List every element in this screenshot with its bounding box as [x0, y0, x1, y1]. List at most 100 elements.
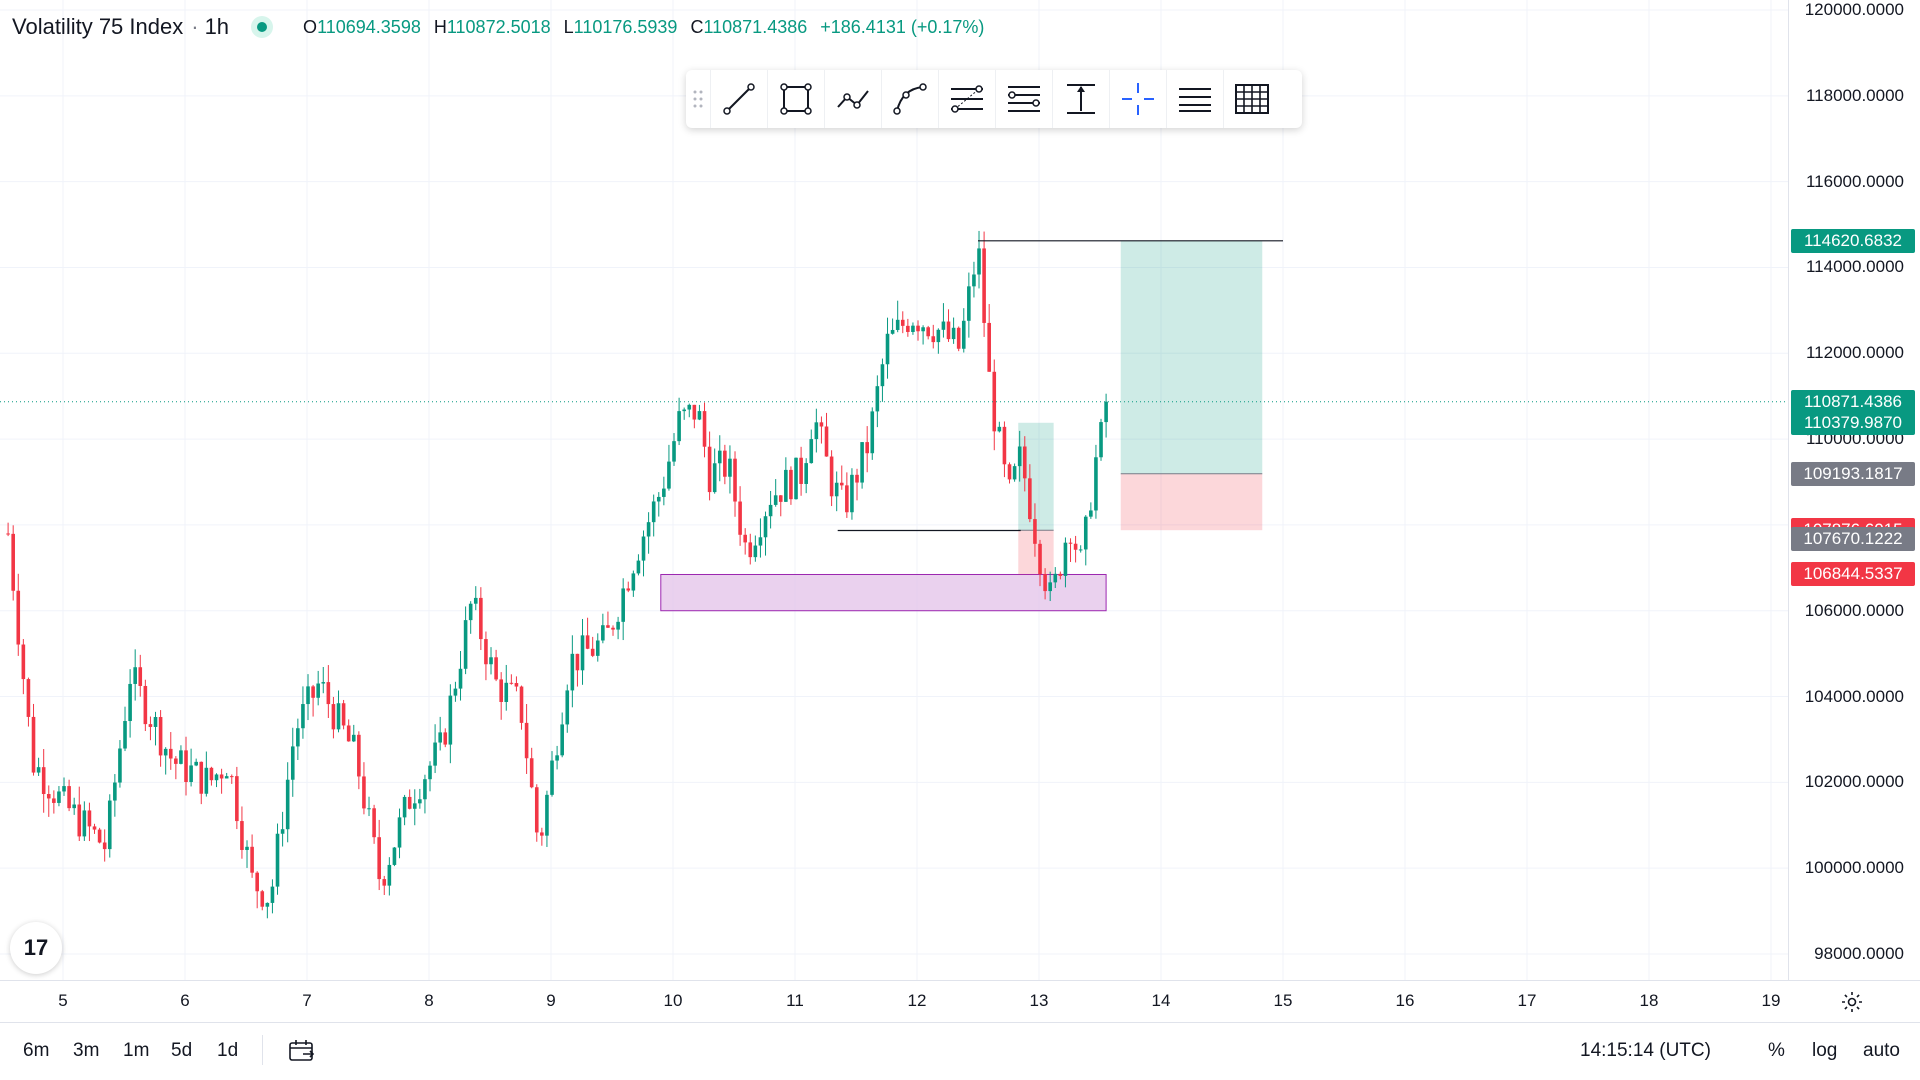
- candle-body: [128, 683, 132, 722]
- time-axis-tick: 17: [1517, 991, 1537, 1010]
- price-axis-label[interactable]: 109193.1817: [1791, 461, 1915, 486]
- candle-body: [189, 765, 193, 783]
- candle-body: [1078, 549, 1083, 551]
- curve-tool-icon[interactable]: [881, 70, 938, 128]
- time-axis-tick: 13: [1029, 991, 1049, 1010]
- tradingview-logo[interactable]: 17: [10, 922, 62, 974]
- range-1d-button[interactable]: 1d: [217, 1040, 239, 1061]
- price-axis-label[interactable]: 110871.4386: [1791, 389, 1915, 414]
- ohlc-low-value: 110176.5939: [573, 16, 678, 37]
- candle-body: [1048, 582, 1052, 592]
- chart-canvas[interactable]: [0, 0, 1788, 980]
- candle-body: [321, 682, 326, 684]
- candle-body: [997, 426, 1002, 432]
- candle-body: [987, 322, 991, 372]
- ohlc-high-key: H: [433, 16, 447, 37]
- candle-body: [143, 685, 148, 725]
- crosshair-tool-icon[interactable]: [1109, 70, 1166, 128]
- range-1m-button[interactable]: 1m: [123, 1040, 150, 1061]
- price-axis-tick: 102000.0000: [1804, 772, 1904, 792]
- fib-retracement-tool-icon[interactable]: [938, 70, 995, 128]
- candle-body: [240, 821, 244, 850]
- price-axis-label[interactable]: 106844.5337: [1791, 562, 1915, 587]
- candle-body: [443, 732, 448, 745]
- toolbar-divider: [262, 1035, 263, 1065]
- time-axis-tick: 14: [1151, 991, 1171, 1010]
- utc-clock[interactable]: 14:15:14 (UTC): [1580, 1040, 1711, 1061]
- candle-body: [1012, 466, 1017, 480]
- range-6m-button[interactable]: 6m: [23, 1040, 50, 1061]
- candle-body: [717, 450, 722, 464]
- time-axis-tick: 10: [663, 991, 683, 1010]
- candle-body: [377, 837, 381, 880]
- candle-body: [778, 495, 783, 502]
- candle-body: [590, 648, 595, 656]
- candle-body: [550, 760, 554, 795]
- price-change: +186.4131 (+0.17%): [820, 16, 985, 37]
- range-3m-button[interactable]: 3m: [73, 1040, 100, 1061]
- candle-body: [814, 422, 819, 440]
- candle-body: [275, 833, 280, 887]
- candle-body: [626, 588, 631, 591]
- candle-body: [107, 800, 112, 850]
- candle-body: [479, 597, 483, 640]
- chart-area[interactable]: [0, 0, 1788, 980]
- calendar-range-icon[interactable]: [288, 1039, 316, 1068]
- candle-body: [733, 458, 737, 502]
- price-range-tool-icon[interactable]: [1052, 70, 1109, 128]
- price-axis-tick: 106000.0000: [1804, 600, 1904, 620]
- range-5d-button[interactable]: 5d: [171, 1040, 193, 1061]
- candle-body: [641, 536, 646, 561]
- candle-body: [229, 776, 234, 778]
- candle-body: [285, 779, 290, 830]
- candle-body: [575, 653, 580, 671]
- candle-body: [1073, 543, 1078, 550]
- candle-body: [580, 635, 585, 671]
- candle-body: [636, 560, 641, 574]
- candle-body: [494, 657, 498, 680]
- long-position-stop-zone: [1120, 473, 1263, 531]
- candle-body: [677, 411, 681, 442]
- time-axis-tick: 9: [546, 991, 556, 1010]
- bottom-toolbar: 6m 3m 1m 5d 1d 14:15:14 (UTC) % log auto: [0, 1022, 1920, 1080]
- price-axis-label[interactable]: 110379.9870: [1791, 410, 1915, 435]
- path-tool-icon[interactable]: [824, 70, 881, 128]
- candle-body: [489, 657, 493, 665]
- candle-body: [570, 653, 575, 691]
- candle-body: [402, 796, 407, 818]
- auto-scale-toggle[interactable]: auto: [1863, 1040, 1900, 1061]
- rectangle-tool-icon[interactable]: [767, 70, 824, 128]
- candle-body: [921, 327, 925, 332]
- grid-tool-icon[interactable]: [1223, 70, 1280, 128]
- price-axis-label[interactable]: 114620.6832: [1791, 228, 1915, 253]
- candle-body: [387, 864, 392, 886]
- candle-body: [738, 501, 742, 535]
- candle-body: [855, 474, 859, 483]
- candle-body: [1068, 542, 1073, 544]
- gear-icon[interactable]: [1840, 990, 1864, 1014]
- lines-settings-icon[interactable]: [1166, 70, 1223, 128]
- time-axis[interactable]: 5 6 7 8 9 10 11 12 13 14 15 16 17 18 19: [0, 980, 1920, 1022]
- fib-extension-tool-icon[interactable]: [995, 70, 1052, 128]
- market-status-icon: [251, 16, 274, 38]
- time-axis-tick: 8: [424, 991, 434, 1010]
- candle-body: [992, 371, 997, 432]
- price-axis-tick: 104000.0000: [1804, 686, 1904, 706]
- interval-label[interactable]: 1h: [204, 14, 230, 39]
- candle-body: [138, 667, 143, 686]
- log-scale-toggle[interactable]: log: [1812, 1040, 1838, 1061]
- price-axis-label[interactable]: 107670.1222: [1791, 527, 1915, 552]
- candle-body: [712, 463, 717, 493]
- long-position-target-zone: [1120, 240, 1263, 474]
- trend-line-tool-icon[interactable]: [710, 70, 767, 128]
- candle-body: [926, 327, 930, 337]
- drag-handle-icon[interactable]: [686, 70, 710, 128]
- price-axis[interactable]: 120000.0000 118000.0000 116000.0000 114000.…: [1788, 0, 1920, 980]
- candle-body: [62, 786, 66, 792]
- candle-body: [499, 679, 503, 702]
- symbol-title[interactable]: Volatility 75 Index: [12, 14, 184, 39]
- candle-body: [351, 734, 356, 742]
- candle-body: [824, 426, 829, 457]
- percent-scale-toggle[interactable]: %: [1768, 1040, 1785, 1061]
- candle-body: [545, 794, 549, 836]
